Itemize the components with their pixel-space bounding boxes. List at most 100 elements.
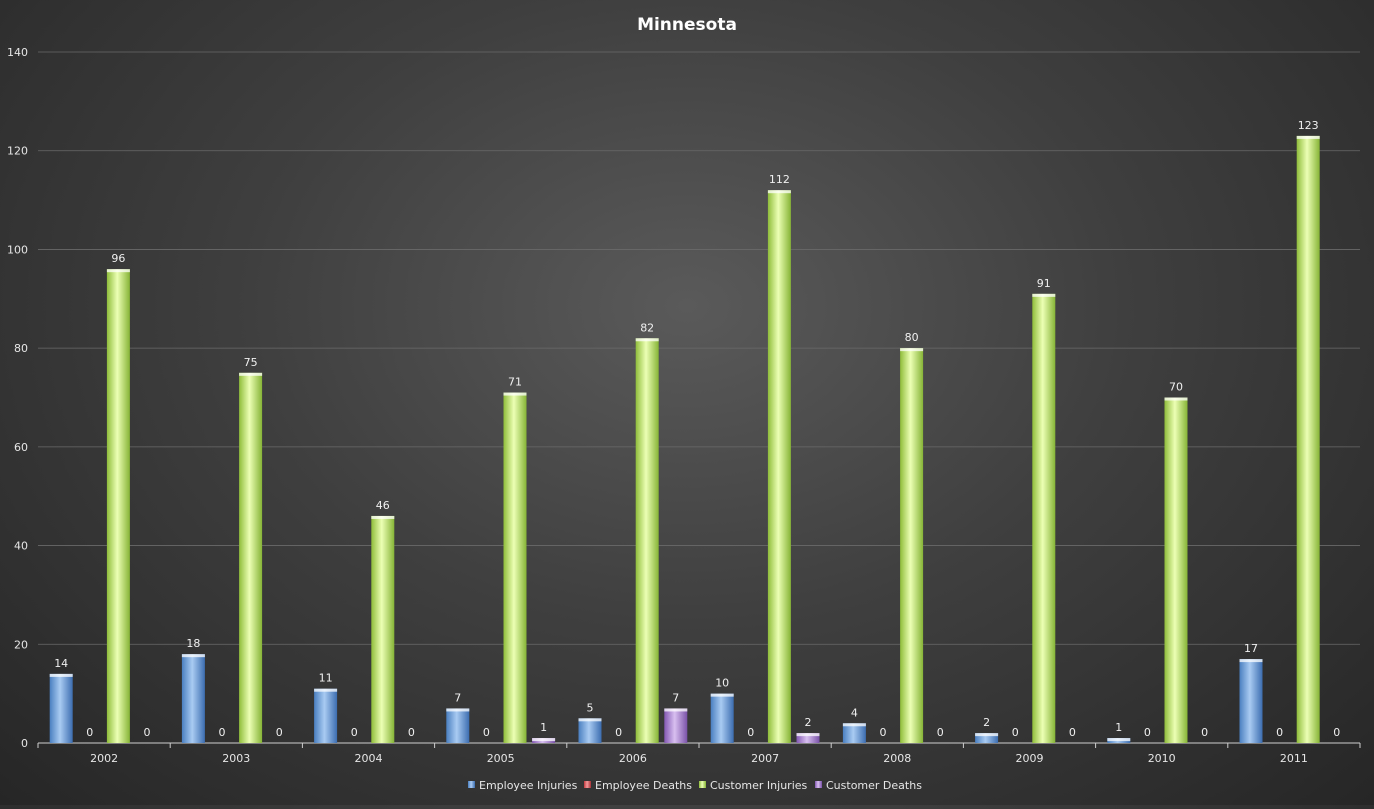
legend-label: Employee Injuries [479, 779, 578, 792]
data-label: 123 [1298, 119, 1319, 132]
data-label: 71 [508, 376, 522, 389]
bar-cap [767, 190, 791, 194]
bar [49, 673, 73, 743]
bar-cap [1032, 293, 1056, 297]
legend-swatch [468, 781, 475, 788]
data-label: 2 [805, 716, 812, 729]
data-label: 0 [483, 726, 490, 739]
bar [1239, 659, 1263, 743]
legend-swatch [699, 781, 706, 788]
bar [578, 718, 602, 743]
data-label: 0 [219, 726, 226, 739]
bar [710, 693, 734, 743]
data-label: 0 [1333, 726, 1340, 739]
data-label: 0 [276, 726, 283, 739]
data-label: 0 [1069, 726, 1076, 739]
bar-cap [1107, 738, 1131, 742]
bar [106, 269, 130, 743]
bar [900, 348, 924, 743]
data-label: 1 [1115, 721, 1122, 734]
bar [1296, 135, 1320, 743]
y-tick-label: 100 [7, 243, 28, 256]
x-tick-label: 2011 [1280, 752, 1308, 765]
data-label: 7 [672, 691, 679, 704]
data-label: 70 [1169, 381, 1183, 394]
legend: Employee Injuries Employee Deaths Customer… [468, 779, 922, 792]
legend-label: Customer Deaths [826, 779, 922, 792]
x-tick-label: 2010 [1148, 752, 1176, 765]
bar-cap [975, 733, 999, 737]
data-label: 0 [351, 726, 358, 739]
y-tick-label: 80 [14, 342, 28, 355]
bar [796, 733, 820, 743]
data-label: 82 [640, 321, 654, 334]
y-tick-label: 120 [7, 145, 28, 158]
data-label: 11 [319, 672, 333, 685]
bar [371, 515, 395, 743]
data-labels: 1409601807501104607071150827100112240800… [54, 119, 1340, 739]
bar [446, 708, 470, 743]
bar [181, 654, 205, 743]
bar-cap [635, 338, 659, 342]
data-label: 18 [186, 637, 200, 650]
data-label: 0 [144, 726, 151, 739]
data-label: 0 [937, 726, 944, 739]
y-tick-label: 0 [21, 737, 28, 750]
bar-cap [1164, 397, 1188, 401]
data-label: 17 [1244, 642, 1258, 655]
x-tick-label: 2002 [90, 752, 118, 765]
bars [49, 135, 1320, 743]
legend-label: Customer Injuries [710, 779, 808, 792]
data-label: 5 [587, 701, 594, 714]
data-label: 96 [111, 252, 125, 265]
bar [1032, 293, 1056, 743]
bar-cap [710, 693, 734, 697]
data-label: 1 [540, 721, 547, 734]
bar-cap [49, 673, 73, 677]
x-axis: 2002 2003 2004 2005 2006 2007 2008 2009 2010 2011 [37, 743, 1361, 765]
data-label: 0 [747, 726, 754, 739]
bar [975, 733, 999, 743]
data-label: 10 [715, 677, 729, 690]
data-label: 4 [851, 706, 858, 719]
bar-cap [371, 515, 395, 519]
data-label: 91 [1037, 277, 1051, 290]
data-label: 0 [86, 726, 93, 739]
bar-cap [503, 392, 527, 396]
bar [842, 723, 866, 743]
data-label: 2 [983, 716, 990, 729]
x-tick-label: 2009 [1016, 752, 1044, 765]
data-label: 0 [1201, 726, 1208, 739]
data-label: 0 [1012, 726, 1019, 739]
bar-cap [1296, 135, 1320, 139]
data-label: 0 [1144, 726, 1151, 739]
bar [503, 392, 527, 743]
x-tick-label: 2004 [355, 752, 383, 765]
data-label: 75 [244, 356, 258, 369]
y-axis: 0 20 40 60 80 100 120 140 [7, 46, 28, 750]
y-tick-label: 140 [7, 46, 28, 59]
x-tick-label: 2006 [619, 752, 647, 765]
data-label: 0 [1276, 726, 1283, 739]
bar-cap [446, 708, 470, 712]
x-tick-label: 2005 [487, 752, 515, 765]
data-label: 14 [54, 657, 68, 670]
data-label: 0 [408, 726, 415, 739]
y-tick-label: 40 [14, 540, 28, 553]
bar [767, 190, 791, 743]
data-label: 112 [769, 173, 790, 186]
legend-swatch [584, 781, 591, 788]
x-tick-label: 2003 [222, 752, 250, 765]
bar-cap [239, 372, 263, 376]
bar [1164, 397, 1188, 743]
bar [239, 372, 263, 743]
bar-cap [900, 348, 924, 352]
x-tick-label: 2008 [883, 752, 911, 765]
data-label: 0 [615, 726, 622, 739]
data-label: 46 [376, 499, 390, 512]
bar-cap [796, 733, 820, 737]
bar-cap [181, 654, 205, 658]
bar [314, 688, 338, 743]
